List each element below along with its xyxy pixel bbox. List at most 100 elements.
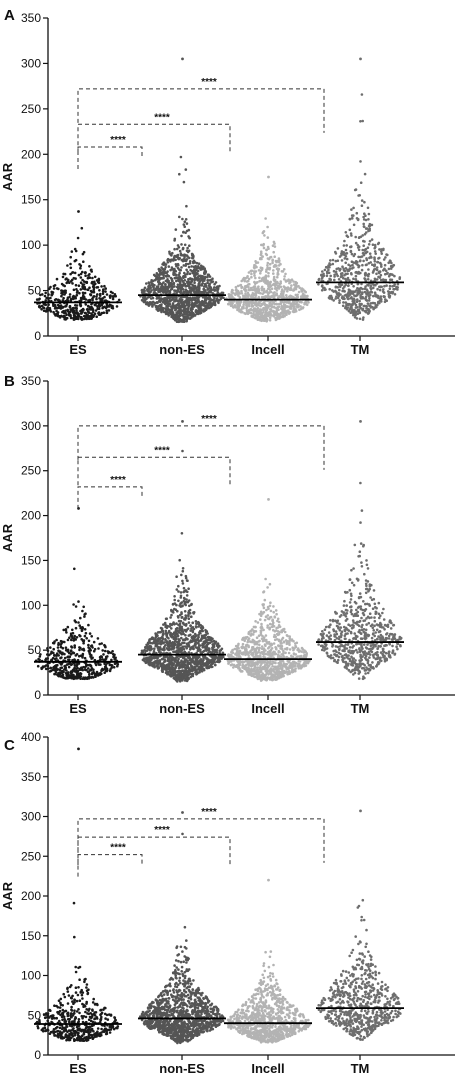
data-point <box>378 288 382 292</box>
data-point <box>373 277 377 281</box>
data-point <box>250 294 253 297</box>
data-point <box>117 298 121 302</box>
data-point <box>52 647 55 651</box>
data-point <box>275 306 278 310</box>
data-point <box>64 305 67 308</box>
data-point <box>260 287 263 290</box>
data-point <box>60 656 63 659</box>
data-point <box>264 310 268 313</box>
data-point <box>266 257 270 260</box>
data-point <box>185 301 189 305</box>
data-point <box>98 655 102 659</box>
data-point <box>235 290 239 294</box>
y-tick-label: 300 <box>21 419 41 433</box>
data-point <box>371 305 374 309</box>
data-point <box>53 657 57 661</box>
data-point <box>321 274 324 278</box>
data-point <box>379 273 383 277</box>
data-point <box>193 639 196 643</box>
data-point <box>367 224 371 228</box>
data-point <box>87 315 91 318</box>
data-point <box>379 295 383 298</box>
data-point <box>273 245 277 248</box>
data-point <box>363 200 366 204</box>
data-point <box>193 279 196 282</box>
data-point <box>105 305 109 309</box>
data-point <box>195 673 198 676</box>
data-point <box>384 269 388 273</box>
data-point <box>195 289 199 292</box>
data-point <box>334 270 338 274</box>
data-point <box>214 663 217 667</box>
data-point <box>80 628 84 632</box>
data-point <box>184 218 188 221</box>
data-point <box>373 260 377 263</box>
data-point <box>77 273 81 277</box>
data-point <box>196 297 200 301</box>
data-point <box>363 172 367 176</box>
data-point <box>178 172 181 176</box>
data-point <box>162 269 166 273</box>
data-point <box>348 302 351 306</box>
data-point <box>360 302 363 306</box>
data-point <box>283 278 286 281</box>
data-point <box>64 646 68 649</box>
data-point <box>192 304 195 307</box>
data-point <box>254 260 257 263</box>
data-point <box>268 296 272 299</box>
data-point <box>91 671 94 675</box>
data-point <box>258 276 261 280</box>
data-point <box>188 289 192 292</box>
data-point <box>197 311 201 314</box>
data-point <box>84 271 87 274</box>
data-point <box>202 301 205 305</box>
data-point <box>73 567 76 571</box>
data-point <box>262 310 265 314</box>
data-point <box>44 667 48 671</box>
data-point <box>268 281 271 285</box>
data-point <box>273 242 276 245</box>
data-point <box>87 299 90 302</box>
data-point <box>288 311 292 314</box>
data-point <box>359 259 362 262</box>
data-point <box>184 671 187 675</box>
data-point <box>49 666 52 670</box>
data-point <box>175 588 179 591</box>
data-point <box>159 305 163 308</box>
data-point <box>178 669 182 673</box>
data-point <box>177 320 180 324</box>
data-point <box>366 246 370 249</box>
data-point <box>83 656 87 660</box>
data-point <box>84 298 88 301</box>
data-point <box>345 244 349 247</box>
data-point <box>63 284 66 288</box>
data-point <box>365 310 368 314</box>
data-point <box>275 302 279 306</box>
data-point <box>161 629 165 633</box>
data-point <box>361 263 364 267</box>
data-point <box>165 300 169 304</box>
data-point <box>147 658 150 662</box>
data-point <box>333 278 336 282</box>
data-point <box>368 239 372 243</box>
data-point <box>227 302 230 306</box>
data-point <box>175 678 179 682</box>
data-point <box>140 288 144 292</box>
data-point <box>367 262 371 265</box>
data-point <box>103 295 106 299</box>
data-point <box>375 266 379 269</box>
data-point <box>64 289 67 293</box>
data-point <box>151 636 154 639</box>
data-point <box>78 624 81 627</box>
data-point <box>367 272 371 276</box>
data-point <box>207 642 210 645</box>
data-point <box>300 295 304 299</box>
data-point <box>199 279 202 282</box>
data-point <box>98 304 101 308</box>
data-point <box>195 304 199 308</box>
data-point <box>346 276 350 280</box>
data-point <box>158 659 162 662</box>
data-point <box>201 665 204 669</box>
data-point <box>181 57 184 61</box>
data-point <box>152 291 156 295</box>
